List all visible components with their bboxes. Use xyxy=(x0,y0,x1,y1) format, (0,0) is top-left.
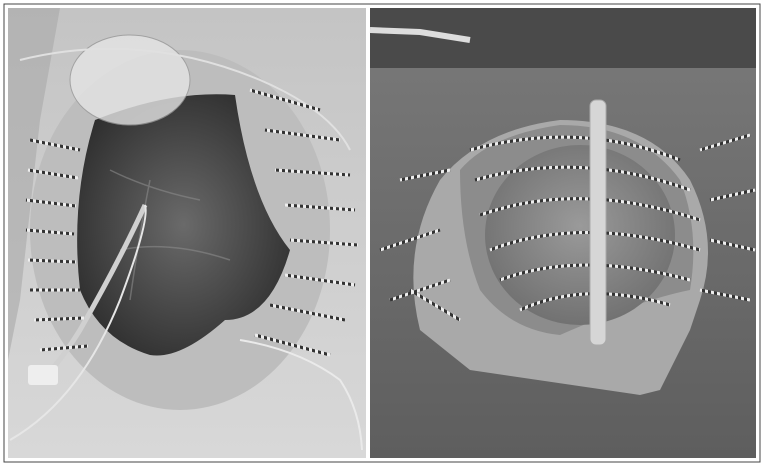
reservoir xyxy=(69,34,191,126)
right-photo xyxy=(369,8,756,458)
heart xyxy=(485,145,675,325)
cable xyxy=(369,27,471,43)
mesh-fibers xyxy=(109,169,231,301)
right-top-shadow xyxy=(370,8,756,68)
wire xyxy=(19,47,351,151)
tube-line xyxy=(9,204,147,441)
clip xyxy=(28,365,58,385)
left-shadow xyxy=(8,8,60,360)
open-chest-cavity xyxy=(77,94,291,356)
outer-frame xyxy=(3,3,761,463)
left-photo xyxy=(8,8,366,458)
suture-tail xyxy=(239,339,363,451)
chest-tube xyxy=(589,99,607,346)
right-sutures xyxy=(379,133,756,322)
left-sutures xyxy=(25,88,359,357)
